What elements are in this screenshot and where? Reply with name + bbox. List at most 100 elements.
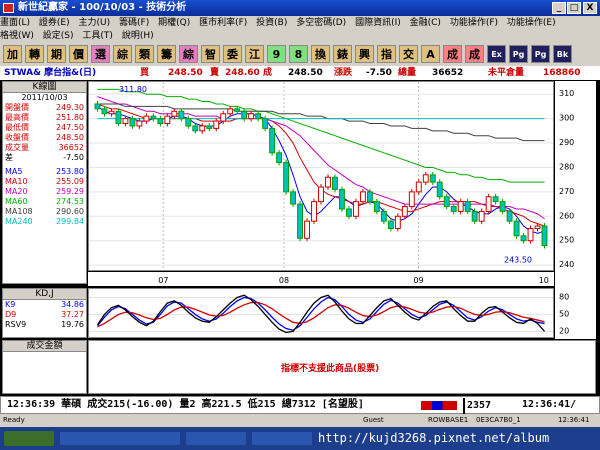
- candlestick-chart[interactable]: 311.80 243.50: [88, 81, 554, 271]
- ma-value: 253.80: [56, 167, 84, 176]
- kd-chart[interactable]: [88, 288, 554, 338]
- indicator-side-panel: K線圖 2011/10/03 開盤價 249.30 最高價 251.80 最低價 247.…: [2, 81, 87, 284]
- candle-body: [157, 118, 164, 125]
- candle-body: [164, 115, 171, 125]
- toolbar-button[interactable]: 價: [69, 45, 88, 63]
- ma-label: MA10: [5, 177, 28, 186]
- kd-value: 19.76: [61, 320, 84, 329]
- kd-label: D9: [5, 310, 17, 319]
- toolbar-button[interactable]: 江: [245, 45, 264, 63]
- toolbar-button[interactable]: 9: [267, 45, 286, 63]
- date-tick-label: 08: [279, 276, 289, 285]
- toolbar-button[interactable]: 期: [47, 45, 66, 63]
- toolbar-button[interactable]: A: [421, 45, 440, 63]
- candle-body: [136, 120, 143, 127]
- menu-item[interactable]: 說明(H): [121, 31, 154, 41]
- candle-body: [283, 162, 290, 193]
- price-axis: 240 250 260 270 280 290 300 310 20 50 80: [555, 81, 596, 339]
- app-icon: [3, 3, 14, 13]
- candle-body: [436, 181, 443, 198]
- price-tick-label: 300: [559, 114, 574, 123]
- toolbar-button[interactable]: 智: [201, 45, 220, 63]
- toolbar-button[interactable]: 交: [399, 45, 418, 63]
- stat-value: -7.50: [63, 153, 84, 162]
- kd-tick-label: 50: [559, 309, 569, 318]
- kd-tick-label: 80: [559, 292, 569, 301]
- kd-row: D9 37.27: [3, 310, 86, 320]
- toolbar-button[interactable]: 成: [443, 45, 462, 63]
- kd-side-panel: KD,J K9 34.86 D9 37.27 RSV9 19.76: [2, 288, 87, 338]
- unsupported-message: 指標不支援此商品(股票): [281, 364, 380, 374]
- ma-line-ma60: [97, 88, 545, 183]
- toolbar: 加轉期價選綜類籌綜智委江 9 8 換錶興指交 A 成成 Ex Pg Pg Bk: [0, 42, 600, 66]
- menu-item[interactable]: 匯市利率(F): [199, 18, 248, 28]
- toolbar-button[interactable]: 轉: [25, 45, 44, 63]
- candle-body: [506, 210, 513, 222]
- menu-item[interactable]: 主力(U): [78, 18, 111, 28]
- maximize-button[interactable]: □: [567, 2, 581, 14]
- status-user: Guest: [363, 416, 384, 424]
- start-button[interactable]: [4, 431, 54, 446]
- oi-value: 168860: [543, 68, 581, 78]
- menu-item[interactable]: 設定(S): [42, 31, 74, 41]
- kd-row: RSV9 19.76: [3, 320, 86, 330]
- taskbar-item[interactable]: [60, 432, 180, 445]
- toolbar-button[interactable]: 成: [465, 45, 484, 63]
- taskbar-item[interactable]: [252, 432, 312, 445]
- toolbar-button[interactable]: Ex: [487, 45, 506, 63]
- candle-body: [499, 201, 506, 212]
- toolbar-button[interactable]: 指: [377, 45, 396, 63]
- toolbar-button[interactable]: 8: [289, 45, 308, 63]
- candle-body: [276, 152, 283, 164]
- toolbar-button[interactable]: 綜: [113, 45, 132, 63]
- toolbar-button[interactable]: 選: [91, 45, 110, 63]
- ticker-text: 12:36:39 華碩 成交215(-16.00) 量2 高221.5 低215…: [7, 399, 364, 410]
- ma-value: 259.29: [56, 187, 84, 196]
- toolbar-button[interactable]: Bk: [553, 45, 572, 63]
- candle-body: [185, 118, 192, 127]
- menu-item[interactable]: 期權(Q): [158, 18, 191, 28]
- menu-item[interactable]: 多空密碼(D): [296, 18, 347, 28]
- symbol-label: STWA& 摩台指&(日): [4, 68, 97, 78]
- toolbar-button[interactable]: 興: [355, 45, 374, 63]
- menu-item[interactable]: 功能操作(F): [449, 18, 499, 28]
- candle-body: [415, 181, 422, 193]
- candle-body: [325, 176, 331, 188]
- toolbar-button[interactable]: 委: [223, 45, 242, 63]
- menu-item[interactable]: 證券(E): [38, 18, 70, 28]
- menu-item[interactable]: 籌碼(F): [119, 18, 150, 28]
- kd-label: K9: [5, 300, 16, 309]
- date-tick-label: 07: [158, 276, 168, 285]
- minimize-button[interactable]: _: [552, 2, 566, 14]
- ma-label: MA108: [5, 207, 33, 216]
- menu-item[interactable]: 工具(T): [82, 31, 113, 41]
- ticker-code: 2357: [463, 398, 491, 414]
- candle-body: [366, 191, 373, 203]
- kd-panel-header: KD,J: [3, 289, 86, 300]
- low-annotation: 243.50: [504, 256, 532, 265]
- menu-item[interactable]: 金融(C): [409, 18, 441, 28]
- toolbar-button[interactable]: 換: [311, 45, 330, 63]
- menu-item[interactable]: 畫面(L): [0, 18, 31, 28]
- menu-item[interactable]: 投資(B): [256, 18, 288, 28]
- toolbar-button[interactable]: Pg: [509, 45, 528, 63]
- toolbar-button[interactable]: 籌: [157, 45, 176, 63]
- toolbar-button[interactable]: 綜: [179, 45, 198, 63]
- menu-item[interactable]: 功能操作(E): [506, 18, 556, 28]
- price-tick-label: 250: [559, 236, 574, 245]
- candle-body: [359, 191, 366, 203]
- menu-item[interactable]: 格視(W): [0, 31, 34, 41]
- close-button[interactable]: X: [583, 2, 597, 14]
- toolbar-button[interactable]: 錶: [333, 45, 352, 63]
- ma-value: 290.60: [56, 207, 84, 216]
- toolbar-button[interactable]: 類: [135, 45, 154, 63]
- ticker-color-bar: [421, 401, 457, 410]
- stat-value: 251.80: [56, 113, 84, 122]
- candle-body: [262, 118, 269, 129]
- toolbar-button[interactable]: 加: [3, 45, 22, 63]
- candle-body: [352, 201, 359, 217]
- menu-item[interactable]: 國際資訊(I): [355, 18, 401, 28]
- stat-value: 36652: [58, 143, 84, 152]
- toolbar-button[interactable]: Pg: [531, 45, 550, 63]
- taskbar-item[interactable]: [186, 432, 246, 445]
